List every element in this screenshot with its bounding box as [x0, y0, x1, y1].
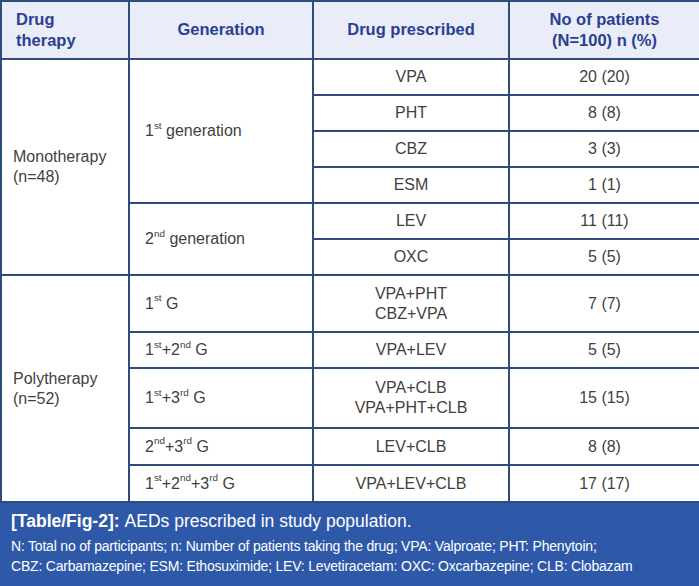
count-cell: 5 (5) — [509, 239, 699, 275]
drug-cell: VPA+CLB VPA+PHT+CLB — [313, 368, 509, 428]
count-cell: 15 (15) — [509, 368, 699, 428]
table-row: Polytherapy (n=52) 1st G VPA+PHT CBZ+VPA… — [1, 275, 699, 332]
count-cell: 8 (8) — [509, 428, 699, 465]
header-cell-drug-prescribed: Drug prescribed — [313, 1, 509, 59]
table-row: Monotherapy (n=48) 1st generation VPA 20… — [1, 59, 699, 95]
count-cell: 17 (17) — [509, 465, 699, 502]
count-cell: 1 (1) — [509, 167, 699, 203]
generation-cell: 1st generation — [129, 59, 313, 203]
count-cell: 20 (20) — [509, 59, 699, 95]
drug-cell: VPA+PHT CBZ+VPA — [313, 275, 509, 332]
drug-cell: PHT — [313, 95, 509, 131]
header-cell-no-of-patients: No of patients (N=100) n (%) — [509, 1, 699, 59]
count-cell: 5 (5) — [509, 332, 699, 368]
caption-title-text: AEDs prescribed in study population. — [125, 511, 412, 531]
drug-cell: OXC — [313, 239, 509, 275]
drug-cell: CBZ — [313, 131, 509, 167]
table-figure: Drug therapy Generation Drug prescribed … — [0, 0, 699, 586]
header-cell-drug-therapy: Drug therapy — [1, 1, 129, 59]
drug-cell: VPA+LEV — [313, 332, 509, 368]
generation-cell: 2nd generation — [129, 203, 313, 275]
caption-notes: N: Total no of participants; n: Number o… — [11, 537, 688, 577]
drug-cell: VPA — [313, 59, 509, 95]
drug-cell: VPA+LEV+CLB — [313, 465, 509, 502]
count-cell: 11 (11) — [509, 203, 699, 239]
generation-cell: 2nd+3rd G — [129, 428, 313, 465]
therapy-cell-polytherapy: Polytherapy (n=52) — [1, 275, 129, 502]
aed-table: Drug therapy Generation Drug prescribed … — [0, 0, 699, 503]
count-cell: 3 (3) — [509, 131, 699, 167]
therapy-cell-monotherapy: Monotherapy (n=48) — [1, 59, 129, 275]
generation-cell: 1st G — [129, 275, 313, 332]
count-cell: 7 (7) — [509, 275, 699, 332]
drug-cell: LEV+CLB — [313, 428, 509, 465]
drug-cell: ESM — [313, 167, 509, 203]
caption-band: [Table/Fig-2]:AEDs prescribed in study p… — [0, 503, 699, 586]
generation-cell: 1st+2nd+3rd G — [129, 465, 313, 502]
generation-cell: 1st+3rd G — [129, 368, 313, 428]
caption-title: [Table/Fig-2]:AEDs prescribed in study p… — [11, 510, 688, 534]
count-cell: 8 (8) — [509, 95, 699, 131]
table-header-row: Drug therapy Generation Drug prescribed … — [1, 1, 699, 59]
generation-cell: 1st+2nd G — [129, 332, 313, 368]
header-cell-generation: Generation — [129, 1, 313, 59]
drug-cell: LEV — [313, 203, 509, 239]
caption-label: [Table/Fig-2]: — [11, 511, 120, 531]
